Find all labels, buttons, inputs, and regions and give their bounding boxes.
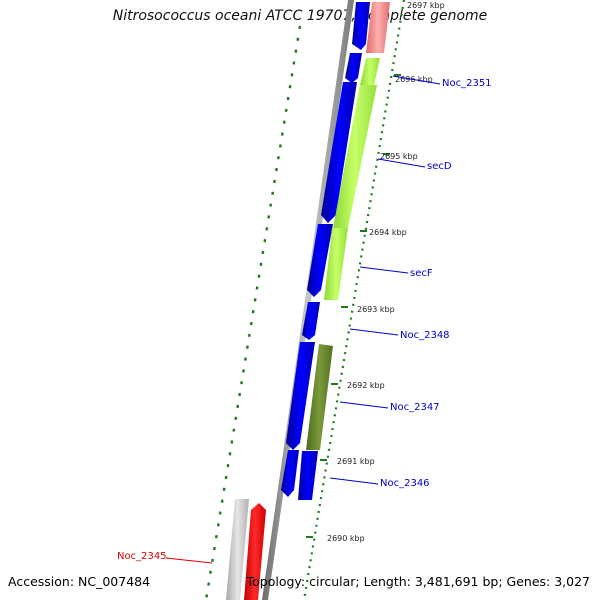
gene-label-noc-2346[interactable]: Noc_2346: [380, 478, 430, 489]
tick-label: 2695 kbp: [380, 152, 418, 161]
inner-ring-dashes: [204, 25, 302, 600]
noc-2345-feature: [244, 503, 266, 600]
scale-ticks: [306, 74, 401, 538]
map-title: Nitrosococcus oceani ATCC 19707, complet…: [112, 8, 488, 24]
accession-text: Accession: NC_007484: [8, 574, 151, 589]
cds-blue-track: [281, 2, 370, 500]
cds-feature: [321, 82, 357, 223]
noc-2347-feature: [306, 344, 333, 450]
genome-backbone: [262, 0, 354, 600]
cds-feature: [307, 224, 333, 297]
cds-feature: [298, 451, 318, 500]
tick-label: 2693 kbp: [357, 305, 395, 314]
secd-feature-main: [333, 85, 377, 228]
cds-feature: [352, 2, 370, 50]
secd-feature: [360, 58, 380, 85]
cds-feature: [281, 450, 299, 497]
genome-summary-text: Topology: circular; Length: 3,481,691 bp…: [246, 574, 590, 589]
tick-label: 2690 kbp: [327, 534, 365, 543]
gene-label-noc-2348[interactable]: Noc_2348: [400, 330, 450, 341]
gray-feature: [226, 499, 249, 600]
gene-label-secd[interactable]: secD: [427, 161, 452, 172]
cds-feature: [286, 342, 315, 450]
gene-label-noc-2345[interactable]: Noc_2345: [117, 551, 167, 562]
label-leaders: [165, 75, 441, 564]
tick-label: 2691 kbp: [337, 457, 375, 466]
cds-feature: [345, 53, 362, 83]
gene-label-noc-2351[interactable]: Noc_2351: [442, 78, 492, 89]
tick-label: 2692 kbp: [347, 381, 385, 390]
cds-feature: [302, 302, 320, 340]
gene-label-noc-2347[interactable]: Noc_2347: [390, 402, 440, 413]
tick-label: 2694 kbp: [369, 228, 407, 237]
secf-feature: [324, 228, 348, 300]
tick-label: 2697 kbp: [407, 1, 445, 10]
noc-2351-feature: [366, 2, 390, 53]
gene-label-secf[interactable]: secF: [410, 268, 433, 279]
